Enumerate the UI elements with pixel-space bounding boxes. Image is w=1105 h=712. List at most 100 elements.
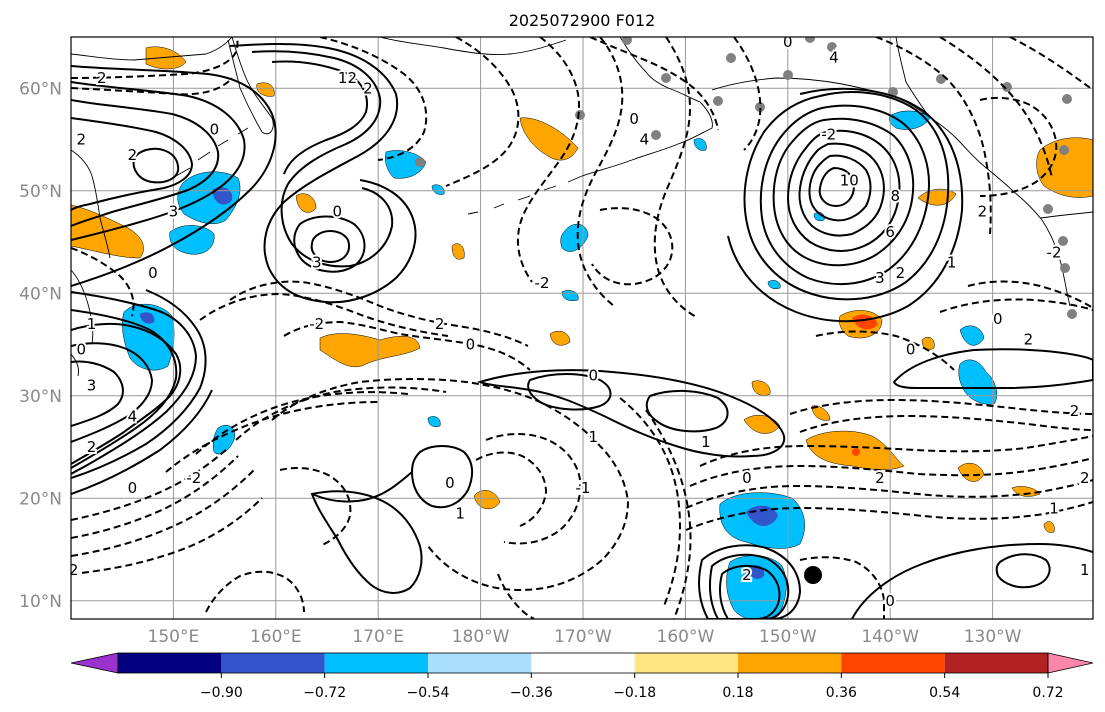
lon-tick-label: 150°W xyxy=(759,627,817,647)
contour-line xyxy=(709,553,790,619)
lon-tick-label: 180°W xyxy=(452,627,510,647)
contour-label: 2 xyxy=(87,438,97,456)
lon-tick-label: 150°E xyxy=(148,627,200,647)
pos-anomaly-region xyxy=(519,117,579,161)
contour-line xyxy=(71,37,239,79)
pos-strong-anomaly-region xyxy=(852,448,860,456)
coastline-kurils xyxy=(175,127,249,177)
contour-label: -2 xyxy=(1047,243,1062,261)
lon-tick-label: 130°W xyxy=(964,627,1022,647)
pos-anomaly-region xyxy=(743,414,781,434)
contour-line xyxy=(967,280,1093,309)
contour-label: 3 xyxy=(312,254,322,272)
contour-line xyxy=(786,129,901,252)
contour-line xyxy=(71,77,233,96)
contour-line xyxy=(311,471,413,503)
contour-label: 2 xyxy=(742,566,752,584)
contour-label: 1 xyxy=(588,428,598,446)
contour-label: -1 xyxy=(576,479,591,497)
contour-line xyxy=(71,469,255,557)
contour-line xyxy=(799,556,885,619)
lat-tick-label: 20°N xyxy=(19,489,62,509)
contour-label: 0 xyxy=(128,479,138,497)
contour-line xyxy=(699,435,1093,467)
contour-line xyxy=(71,342,154,443)
pos-anomaly-region xyxy=(295,193,317,213)
colorbar-tick-label: −0.54 xyxy=(407,685,450,701)
contour-line xyxy=(685,501,1093,531)
pos-anomaly-region xyxy=(145,46,187,70)
contour-line xyxy=(132,147,180,184)
contour-label: 2 xyxy=(435,315,445,333)
lon-tick-label: 170°E xyxy=(352,627,404,647)
contour-line xyxy=(310,490,423,594)
contour-label: 12 xyxy=(338,69,357,87)
colorbar-tick-label: 0.72 xyxy=(1032,685,1063,701)
contour-label: -2 xyxy=(535,274,550,292)
contour-line xyxy=(71,291,198,475)
colorbar-segment xyxy=(118,653,222,673)
contour-label: 1 xyxy=(1080,561,1090,579)
contour-label: 0 xyxy=(993,310,1003,328)
contour-line xyxy=(516,37,580,283)
contour-line xyxy=(271,60,368,175)
contour-label: 1 xyxy=(87,315,97,333)
contour-label: 2 xyxy=(896,264,906,282)
contour-line xyxy=(310,230,350,264)
contour-line xyxy=(733,37,762,151)
contour-line xyxy=(798,142,885,237)
contour-line xyxy=(476,369,786,458)
pos-anomaly-region xyxy=(811,405,831,421)
contour-line xyxy=(939,298,1093,313)
contour-line xyxy=(475,451,548,527)
contour-line xyxy=(808,154,872,222)
contour-line xyxy=(979,96,1058,197)
contour-line xyxy=(229,43,417,304)
contour-line xyxy=(689,457,1093,487)
coastline-japan xyxy=(71,149,111,377)
contour-line xyxy=(445,37,520,187)
contour-line xyxy=(71,99,220,227)
black-marker-dot xyxy=(804,566,822,584)
contour-line xyxy=(759,104,930,286)
contour-line xyxy=(71,65,277,287)
contour-label: 0 xyxy=(742,469,752,487)
coastlines xyxy=(71,37,1093,377)
contour-line xyxy=(229,280,529,347)
colorbar-tick-label: −0.18 xyxy=(613,685,656,701)
contour-line xyxy=(772,117,915,267)
contour-line xyxy=(205,570,305,613)
neg-anomaly-region xyxy=(427,416,441,427)
neg-anomaly-region xyxy=(958,359,997,405)
contour-line xyxy=(698,544,802,619)
contour-label: 2 xyxy=(875,469,885,487)
contour-line xyxy=(293,215,366,273)
colorbar-tick-label: 0.36 xyxy=(826,685,857,701)
contour-line xyxy=(1009,37,1093,91)
neg-anomaly-region xyxy=(726,555,787,619)
contour-label: 0 xyxy=(148,264,158,282)
colorbar-segment xyxy=(944,653,1048,673)
contour-label: 1 xyxy=(455,505,465,523)
contour-line xyxy=(591,207,674,286)
neg-strong-anomaly-region xyxy=(140,312,155,324)
contour-label: 1 xyxy=(1049,500,1059,518)
contour-line xyxy=(165,401,379,473)
colorbar-tick-label: −0.36 xyxy=(510,685,553,701)
pos-anomaly-region xyxy=(319,333,421,368)
contour-line xyxy=(71,117,194,211)
pos-anomaly-region xyxy=(451,243,465,260)
neg-anomaly-region xyxy=(693,138,707,151)
neg-anomaly-region xyxy=(959,325,985,346)
contour-line xyxy=(71,247,135,317)
neg-strong-anomaly-region xyxy=(212,187,233,205)
lon-tick-label: 160°E xyxy=(250,627,302,647)
border-canada-us xyxy=(1039,211,1093,219)
contour-line xyxy=(875,37,992,235)
latitude-axis: 60°N 50°N 40°N 30°N 20°N 10°N xyxy=(19,79,62,612)
lat-tick-label: 60°N xyxy=(19,79,62,99)
contour-label: 4 xyxy=(829,49,839,67)
map-frame xyxy=(70,36,1094,620)
